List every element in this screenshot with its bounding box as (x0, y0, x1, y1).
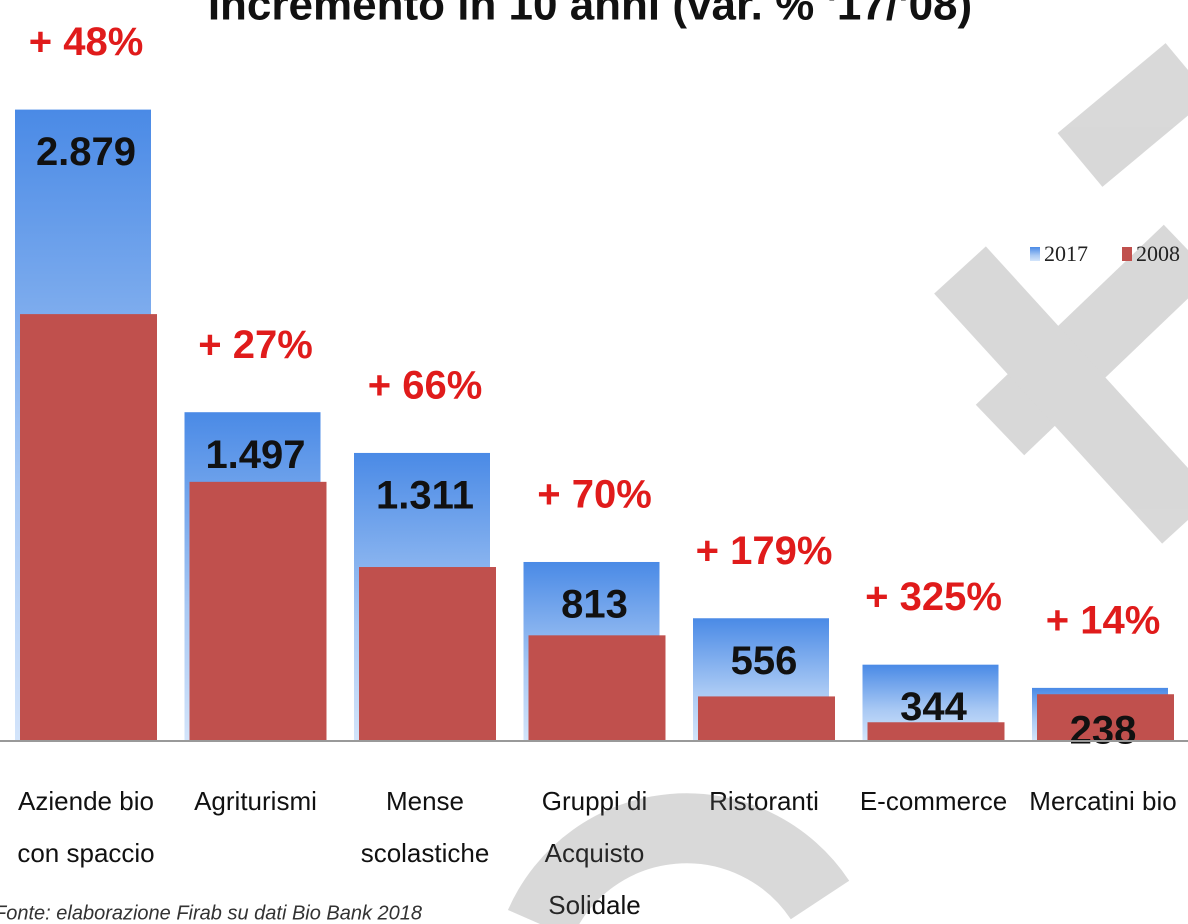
bar-2008 (698, 696, 835, 740)
x-tick-label: con spaccio (17, 838, 154, 868)
x-tick-label: Agriturismi (194, 786, 317, 816)
x-tick-label: Aziende bio (18, 786, 154, 816)
x-tick-label: Ristoranti (709, 786, 819, 816)
x-tick-label: Mercatini bio (1029, 786, 1176, 816)
growth-label: + 70% (537, 473, 652, 517)
growth-label: + 179% (696, 529, 833, 573)
legend-swatch (1122, 247, 1132, 261)
source-note: Fonte: elaborazione Firab su dati Bio Ba… (0, 902, 422, 924)
x-tick-label: scolastiche (361, 838, 490, 868)
value-label: 1.497 (205, 433, 305, 477)
growth-label: + 66% (368, 363, 483, 407)
bar-2008 (189, 481, 327, 740)
value-label: 556 (731, 639, 798, 683)
plot-area: 2.879 + 48% Aziende bio con spaccio 1.497 + 2… (15, 20, 1177, 920)
growth-label: + 14% (1046, 598, 1161, 642)
value-label: 1.311 (376, 473, 474, 517)
x-tick-label: E-commerce (860, 786, 1007, 816)
value-label: 2.879 (36, 130, 136, 174)
legend-swatch (1030, 247, 1040, 261)
value-label: 238 (1070, 708, 1137, 752)
x-tick-label: Mense (386, 786, 464, 816)
x-tick-label: Solidale (548, 890, 641, 920)
legend-label: 2008 (1136, 241, 1180, 266)
growth-label: + 325% (865, 575, 1002, 619)
x-tick-label: Gruppi di (542, 786, 648, 816)
legend-label: 2017 (1044, 241, 1088, 266)
bar-2008 (528, 635, 666, 740)
chart-title: Incremento in 10 anni (var. % '17/'08) (208, 0, 972, 30)
bar-2008 (1037, 694, 1174, 740)
value-label: 344 (900, 685, 967, 729)
growth-label: + 48% (29, 20, 144, 64)
watermark (507, 43, 1188, 924)
value-label: 813 (561, 583, 628, 627)
bar-2008 (867, 722, 1005, 740)
x-tick-label: Acquisto (545, 838, 645, 868)
growth-label: + 27% (198, 323, 313, 367)
bar-2008 (359, 567, 496, 740)
bar-2008 (20, 314, 157, 740)
